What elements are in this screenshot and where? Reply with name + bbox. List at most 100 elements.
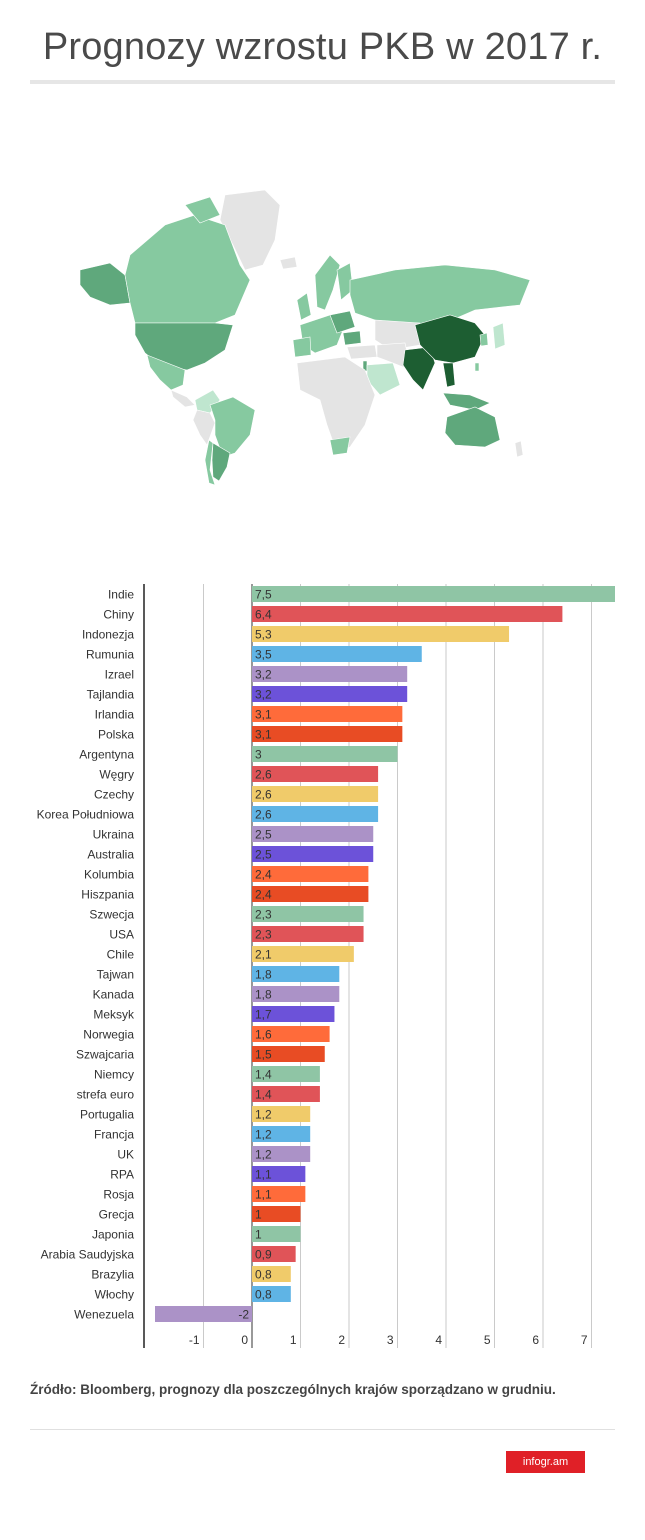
- chart-bar-value-label: 1,2: [255, 1148, 272, 1162]
- chart-x-tick-label: 6: [532, 1333, 539, 1347]
- chart-category-label: Japonia: [92, 1228, 134, 1242]
- chart-bar[interactable]: [252, 986, 340, 1002]
- chart-bar-value-label: 3,2: [255, 688, 272, 702]
- chart-x-tick-label: 0: [241, 1333, 248, 1347]
- chart-x-tick-label: 4: [435, 1333, 442, 1347]
- chart-category-label: Rumunia: [86, 648, 134, 662]
- chart-bar[interactable]: [252, 886, 369, 902]
- chart-bar-value-label: 0,8: [255, 1268, 272, 1282]
- chart-bar[interactable]: [252, 1066, 320, 1082]
- map-country-japan: [492, 322, 506, 350]
- chart-bar-value-label: 1,1: [255, 1168, 272, 1182]
- chart-bar[interactable]: [252, 666, 408, 682]
- chart-category-label: Indonezja: [82, 628, 134, 642]
- chart-bar[interactable]: [252, 946, 354, 962]
- map-country-australia: [444, 406, 501, 448]
- chart-category-label: Wenezuela: [74, 1308, 134, 1322]
- chart-category-label: Chiny: [103, 608, 134, 622]
- chart-bar[interactable]: [252, 1266, 291, 1282]
- chart-bar[interactable]: [252, 706, 403, 722]
- chart-category-label: Brazylia: [91, 1268, 134, 1282]
- map-country-romania: [342, 330, 362, 346]
- chart-bar[interactable]: [252, 826, 374, 842]
- chart-category-label: Indie: [108, 588, 134, 602]
- chart-bar[interactable]: [252, 866, 369, 882]
- world-map: [79, 189, 531, 485]
- chart-bar-value-label: 3,5: [255, 648, 272, 662]
- chart-bar[interactable]: [252, 1226, 301, 1242]
- chart-bar[interactable]: [252, 606, 563, 622]
- chart-category-label: Szwecja: [89, 908, 134, 922]
- chart-x-tick-label: 5: [484, 1333, 491, 1347]
- chart-bar[interactable]: [252, 926, 364, 942]
- chart-category-label: Izrael: [105, 668, 134, 682]
- chart-tick-labels: -1 0 1 2 3 4 5 6 7: [189, 1333, 588, 1347]
- map-country-norway-sweden: [314, 254, 341, 311]
- chart-bar-value-label: 1,5: [255, 1048, 272, 1062]
- chart-bar[interactable]: [252, 1086, 320, 1102]
- chart-bar[interactable]: [252, 1186, 306, 1202]
- chart-category-label: Czechy: [94, 788, 134, 802]
- chart-category-label: Korea Południowa: [37, 808, 135, 822]
- chart-bar-value-label: 2,5: [255, 828, 272, 842]
- chart-bar-value-label: 0,9: [255, 1248, 272, 1262]
- chart-bar[interactable]: [252, 586, 615, 602]
- chart-category-label: Niemcy: [94, 1068, 134, 1082]
- map-country-indonesia: [442, 392, 491, 411]
- chart-category-label: Kolumbia: [84, 868, 134, 882]
- chart-bar[interactable]: [252, 1046, 325, 1062]
- chart-bar[interactable]: [252, 1006, 335, 1022]
- chart-bar-value-label: -2: [238, 1308, 249, 1322]
- chart-bar[interactable]: [252, 646, 422, 662]
- chart-bar[interactable]: [252, 1286, 291, 1302]
- chart-bar-value-label: 2,3: [255, 928, 272, 942]
- chart-bar[interactable]: [252, 846, 374, 862]
- map-country-russia: [349, 264, 531, 326]
- chart-bar[interactable]: [252, 786, 379, 802]
- chart-x-tick-label: 7: [581, 1333, 588, 1347]
- chart-bar[interactable]: [252, 906, 364, 922]
- chart-x-tick-label: 3: [387, 1333, 394, 1347]
- chart-bar[interactable]: [252, 1026, 330, 1042]
- chart-category-label: Szwajcaria: [76, 1048, 134, 1062]
- map-country-africa: [296, 356, 376, 454]
- infogram-logo[interactable]: infogr.am: [506, 1451, 585, 1473]
- chart-bar[interactable]: [252, 1146, 311, 1162]
- chart-category-label: Kanada: [93, 988, 135, 1002]
- chart-bar[interactable]: [252, 806, 379, 822]
- chart-category-label: strefa euro: [77, 1088, 135, 1102]
- map-country-iceland: [279, 256, 298, 270]
- chart-category-label: Norwegia: [83, 1028, 134, 1042]
- chart-bar-value-label: 1,8: [255, 968, 272, 982]
- chart-bar[interactable]: [252, 626, 510, 642]
- chart-bar[interactable]: [252, 1206, 301, 1222]
- chart-bar-value-label: 1: [255, 1228, 262, 1242]
- map-country-central-america: [170, 389, 196, 408]
- map-country-spain-portugal: [292, 336, 312, 358]
- map-country-usa: [134, 322, 234, 371]
- chart-category-label: Tajwan: [97, 968, 134, 982]
- chart-bar[interactable]: [252, 726, 403, 742]
- chart-bar-value-label: 2,3: [255, 908, 272, 922]
- chart-bar[interactable]: [252, 966, 340, 982]
- chart-bar[interactable]: [252, 766, 379, 782]
- chart-bar[interactable]: [252, 1106, 311, 1122]
- chart-bar-value-label: 1,7: [255, 1008, 272, 1022]
- map-country-china: [414, 314, 486, 364]
- map-country-turkey: [346, 344, 378, 360]
- chart-category-label: Polska: [98, 728, 134, 742]
- chart-bar[interactable]: [252, 1246, 296, 1262]
- chart-bar[interactable]: [155, 1306, 252, 1322]
- chart-bar[interactable]: [252, 686, 408, 702]
- chart-bar-value-label: 1,4: [255, 1088, 272, 1102]
- chart-bar-value-label: 1: [255, 1208, 262, 1222]
- chart-bar[interactable]: [252, 1126, 311, 1142]
- chart-bar-value-label: 1,6: [255, 1028, 272, 1042]
- chart-bar-value-label: 2,4: [255, 888, 272, 902]
- chart-bar-value-label: 1,4: [255, 1068, 272, 1082]
- chart-bar-value-label: 1,1: [255, 1188, 272, 1202]
- chart-bar[interactable]: [252, 746, 398, 762]
- map-country-poland-central: [329, 310, 356, 334]
- chart-category-labels: Indie Chiny Indonezja Rumunia Izrael Tajlandi…: [37, 588, 135, 1322]
- chart-bar[interactable]: [252, 1166, 306, 1182]
